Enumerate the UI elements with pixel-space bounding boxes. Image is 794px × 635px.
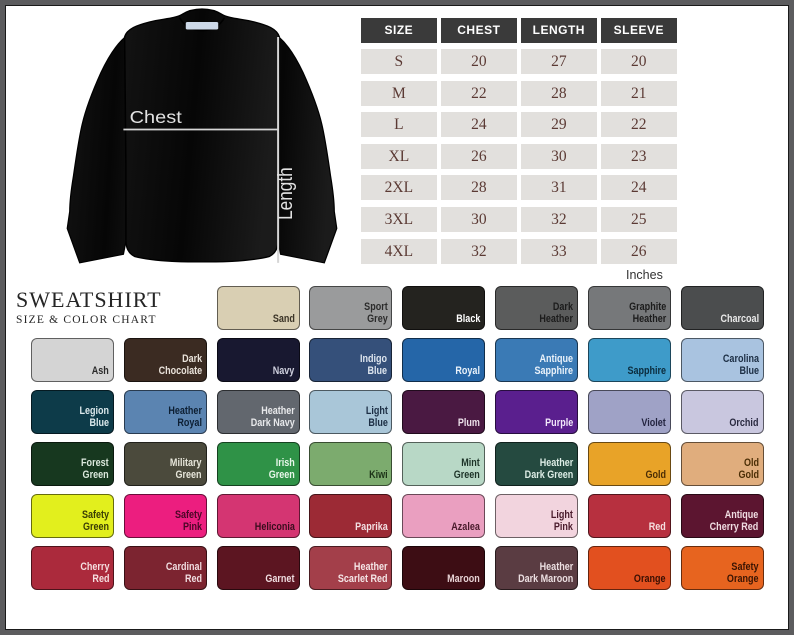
svg-text:Chest: Chest [130, 107, 183, 126]
svg-text:Length: Length [274, 167, 296, 220]
